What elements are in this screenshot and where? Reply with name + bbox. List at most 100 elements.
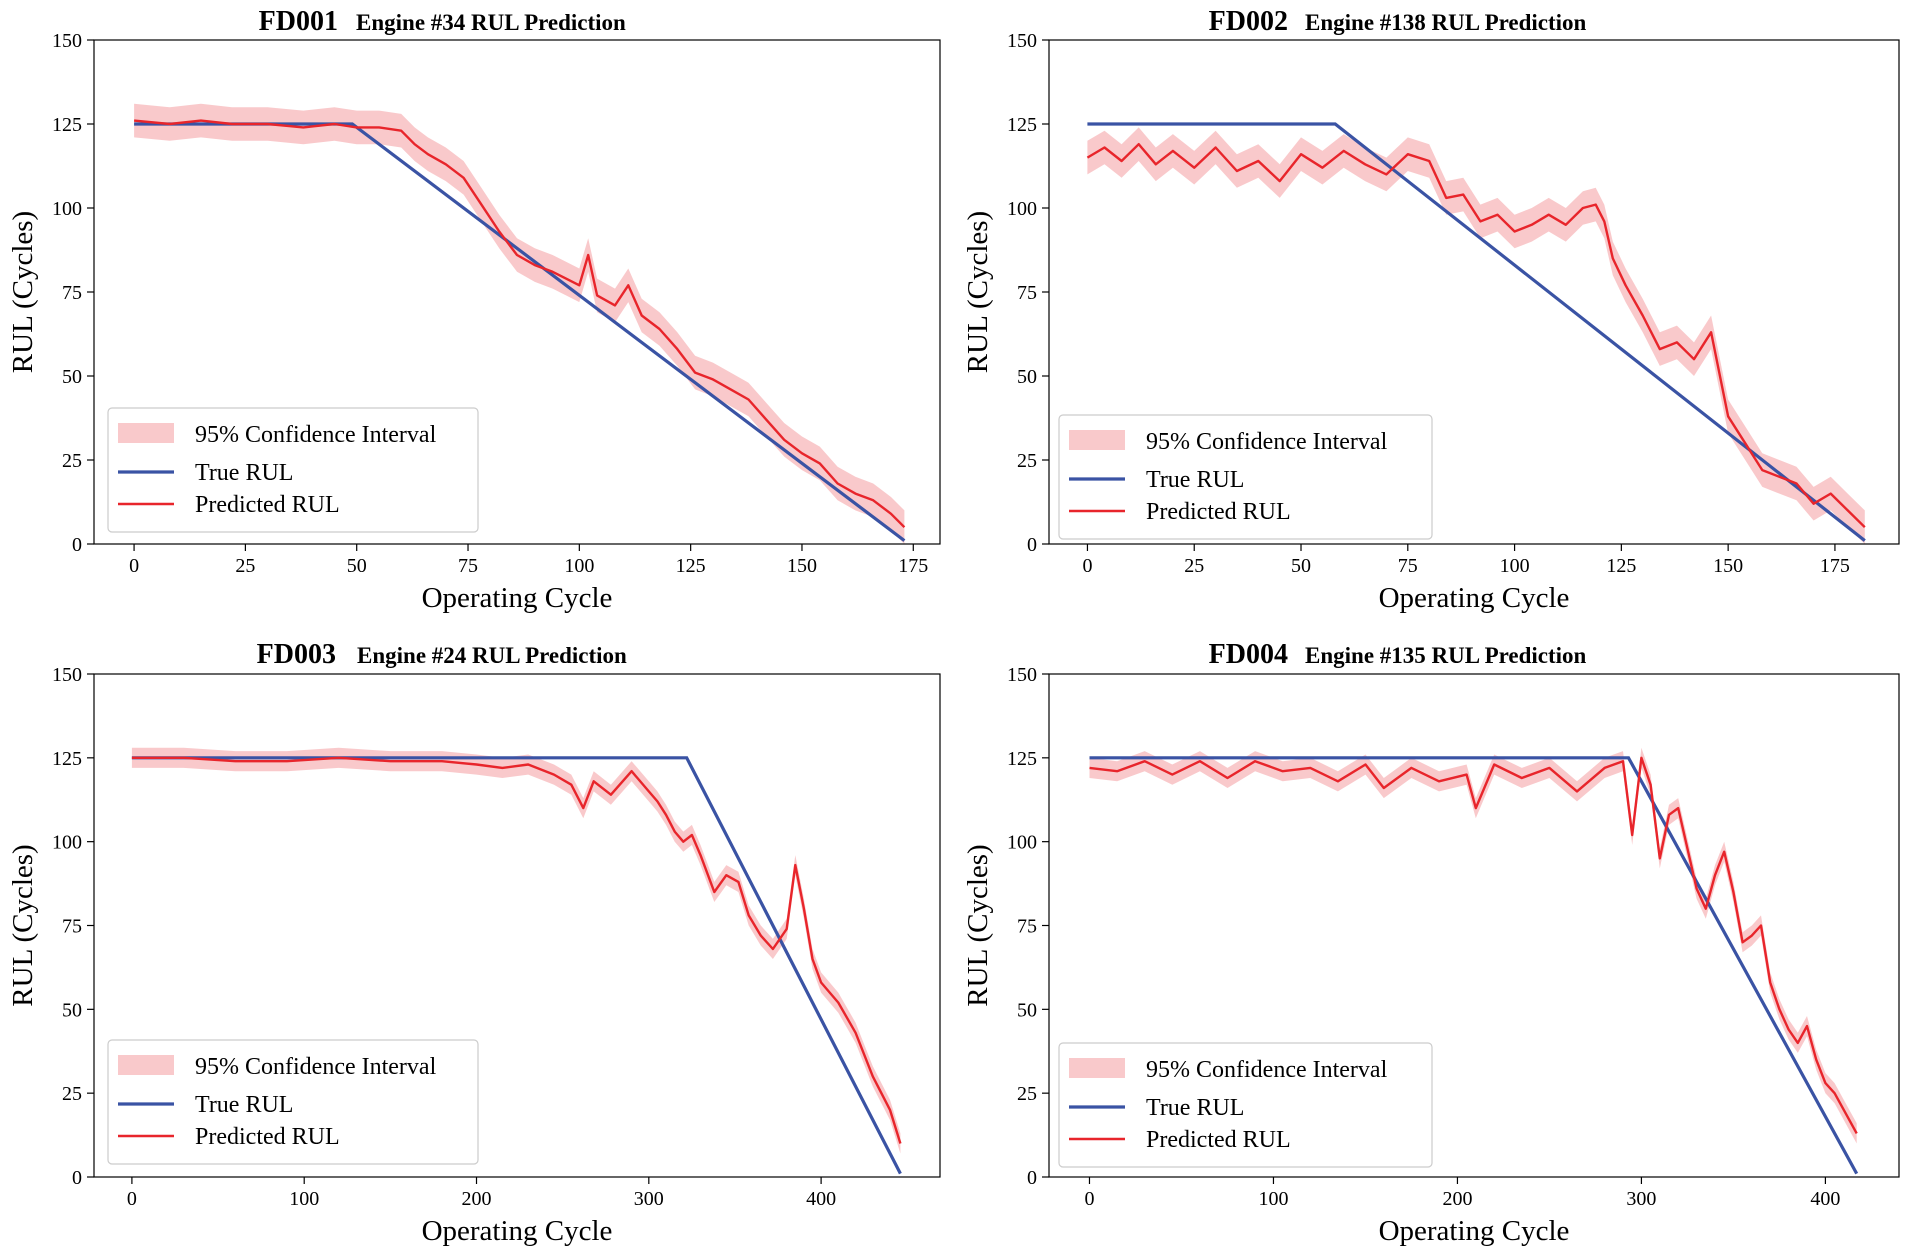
panel-id: FD004 — [1209, 639, 1288, 670]
x-tick-label: 150 — [787, 555, 817, 577]
x-tick-label: 0 — [1084, 1188, 1094, 1210]
legend-label: True RUL — [195, 460, 293, 486]
y-tick-label: 25 — [62, 1083, 82, 1105]
legend-box — [1058, 414, 1433, 540]
x-tick-label: 400 — [1810, 1188, 1840, 1210]
y-tick-label: 100 — [52, 198, 82, 220]
panel-title: Engine #24 RUL Prediction — [357, 643, 627, 668]
predicted-rul-line — [133, 119, 906, 529]
legend-label: Predicted RUL — [1146, 499, 1291, 525]
y-axis-label: RUL (Cycles) — [7, 211, 39, 373]
y-tick-label: 50 — [62, 366, 82, 388]
true-rul-line — [134, 122, 906, 542]
y-tick-label: 50 — [1017, 999, 1037, 1021]
y-tick-label: 150 — [52, 30, 82, 52]
legend-box — [1058, 1042, 1433, 1168]
predicted-rul-line — [131, 756, 902, 1144]
x-tick-label: 300 — [1626, 1188, 1656, 1210]
y-tick-label: 150 — [52, 664, 82, 686]
y-tick-label: 50 — [62, 999, 82, 1021]
y-tick-label: 75 — [62, 282, 82, 304]
y-tick-label: 75 — [1017, 916, 1037, 938]
legend-box — [107, 407, 479, 533]
panel-fd004: FD004 Engine #135 RUL Prediction 0 100 200… — [962, 639, 1900, 1247]
x-tick-label: 0 — [1082, 555, 1092, 577]
y-tick-label: 25 — [1017, 1083, 1037, 1105]
x-tick-label: 50 — [347, 555, 367, 577]
legend-label: Predicted RUL — [1146, 1127, 1291, 1153]
x-axis-label: Operating Cycle — [1379, 1215, 1570, 1247]
panel-id: FD002 — [1209, 6, 1288, 37]
x-tick-label: 100 — [564, 555, 594, 577]
x-tick-label: 75 — [458, 555, 478, 577]
y-tick-label: 75 — [1017, 282, 1037, 304]
x-tick-label: 400 — [806, 1188, 836, 1210]
legend-label: 95% Confidence Interval — [1146, 1057, 1388, 1083]
panel-title: Engine #135 RUL Prediction — [1305, 643, 1587, 668]
legend-ci-swatch — [1069, 430, 1125, 450]
x-tick-label: 0 — [129, 555, 139, 577]
x-axis-label: Operating Cycle — [422, 1215, 613, 1247]
x-axis-label: Operating Cycle — [1379, 582, 1570, 614]
x-tick-label: 175 — [1820, 555, 1850, 577]
x-tick-label: 300 — [634, 1188, 664, 1210]
x-tick-label: 25 — [235, 555, 255, 577]
y-tick-label: 125 — [1007, 114, 1037, 136]
panel-fd003: FD003 Engine #24 RUL Prediction 0 100 200 3… — [7, 639, 941, 1247]
panel-id: FD003 — [257, 639, 336, 670]
legend-label: Predicted RUL — [195, 1124, 340, 1150]
x-tick-label: 125 — [676, 555, 706, 577]
y-tick-label: 0 — [72, 534, 82, 556]
true-rul-line — [1089, 756, 1859, 1175]
x-tick-label: 200 — [462, 1188, 492, 1210]
legend-ci-swatch — [118, 1055, 174, 1075]
x-tick-label: 0 — [127, 1188, 137, 1210]
panel-id: FD001 — [259, 6, 338, 37]
true-rul-line — [1087, 122, 1866, 542]
y-tick-label: 150 — [1007, 30, 1037, 52]
panel-fd002: FD002 Engine #138 RUL Prediction 0 25 50 75… — [962, 6, 1900, 614]
x-tick-label: 100 — [289, 1188, 319, 1210]
y-tick-label: 25 — [62, 450, 82, 472]
legend-label: 95% Confidence Interval — [195, 1054, 437, 1080]
x-tick-label: 150 — [1713, 555, 1743, 577]
predicted-rul-line — [1089, 756, 1858, 1134]
legend-label: True RUL — [1146, 467, 1244, 493]
x-tick-label: 25 — [1184, 555, 1204, 577]
legend-label: True RUL — [195, 1092, 293, 1118]
y-tick-label: 125 — [52, 748, 82, 770]
legend-box — [107, 1039, 479, 1165]
legend-label: 95% Confidence Interval — [195, 422, 437, 448]
y-tick-label: 75 — [62, 916, 82, 938]
y-tick-label: 0 — [1027, 1167, 1037, 1189]
panel-fd001: FD001 Engine #34 RUL Prediction 0 25 50 75 1… — [7, 6, 941, 614]
panel-title: Engine #138 RUL Prediction — [1305, 10, 1587, 35]
x-tick-label: 50 — [1291, 555, 1311, 577]
legend-label: True RUL — [1146, 1095, 1244, 1121]
y-tick-label: 100 — [52, 832, 82, 854]
x-tick-label: 100 — [1500, 555, 1530, 577]
legend-ci-swatch — [118, 423, 174, 443]
y-axis-label: RUL (Cycles) — [7, 844, 39, 1006]
x-tick-label: 75 — [1398, 555, 1418, 577]
y-tick-label: 100 — [1007, 198, 1037, 220]
y-tick-label: 0 — [1027, 534, 1037, 556]
x-tick-label: 175 — [898, 555, 928, 577]
y-tick-label: 100 — [1007, 832, 1037, 854]
x-tick-label: 125 — [1606, 555, 1636, 577]
y-tick-label: 150 — [1007, 664, 1037, 686]
y-tick-label: 25 — [1017, 450, 1037, 472]
legend-ci-swatch — [1069, 1058, 1125, 1078]
y-tick-label: 125 — [1007, 748, 1037, 770]
y-tick-label: 50 — [1017, 366, 1037, 388]
y-axis-label: RUL (Cycles) — [962, 211, 994, 373]
x-tick-label: 200 — [1442, 1188, 1472, 1210]
y-tick-label: 125 — [52, 114, 82, 136]
x-axis-label: Operating Cycle — [422, 582, 613, 614]
panel-title: Engine #34 RUL Prediction — [356, 10, 626, 35]
true-rul-line — [131, 756, 902, 1175]
legend-label: Predicted RUL — [195, 492, 340, 518]
y-axis-label: RUL (Cycles) — [962, 844, 994, 1006]
legend-label: 95% Confidence Interval — [1146, 429, 1388, 455]
x-tick-label: 100 — [1258, 1188, 1288, 1210]
